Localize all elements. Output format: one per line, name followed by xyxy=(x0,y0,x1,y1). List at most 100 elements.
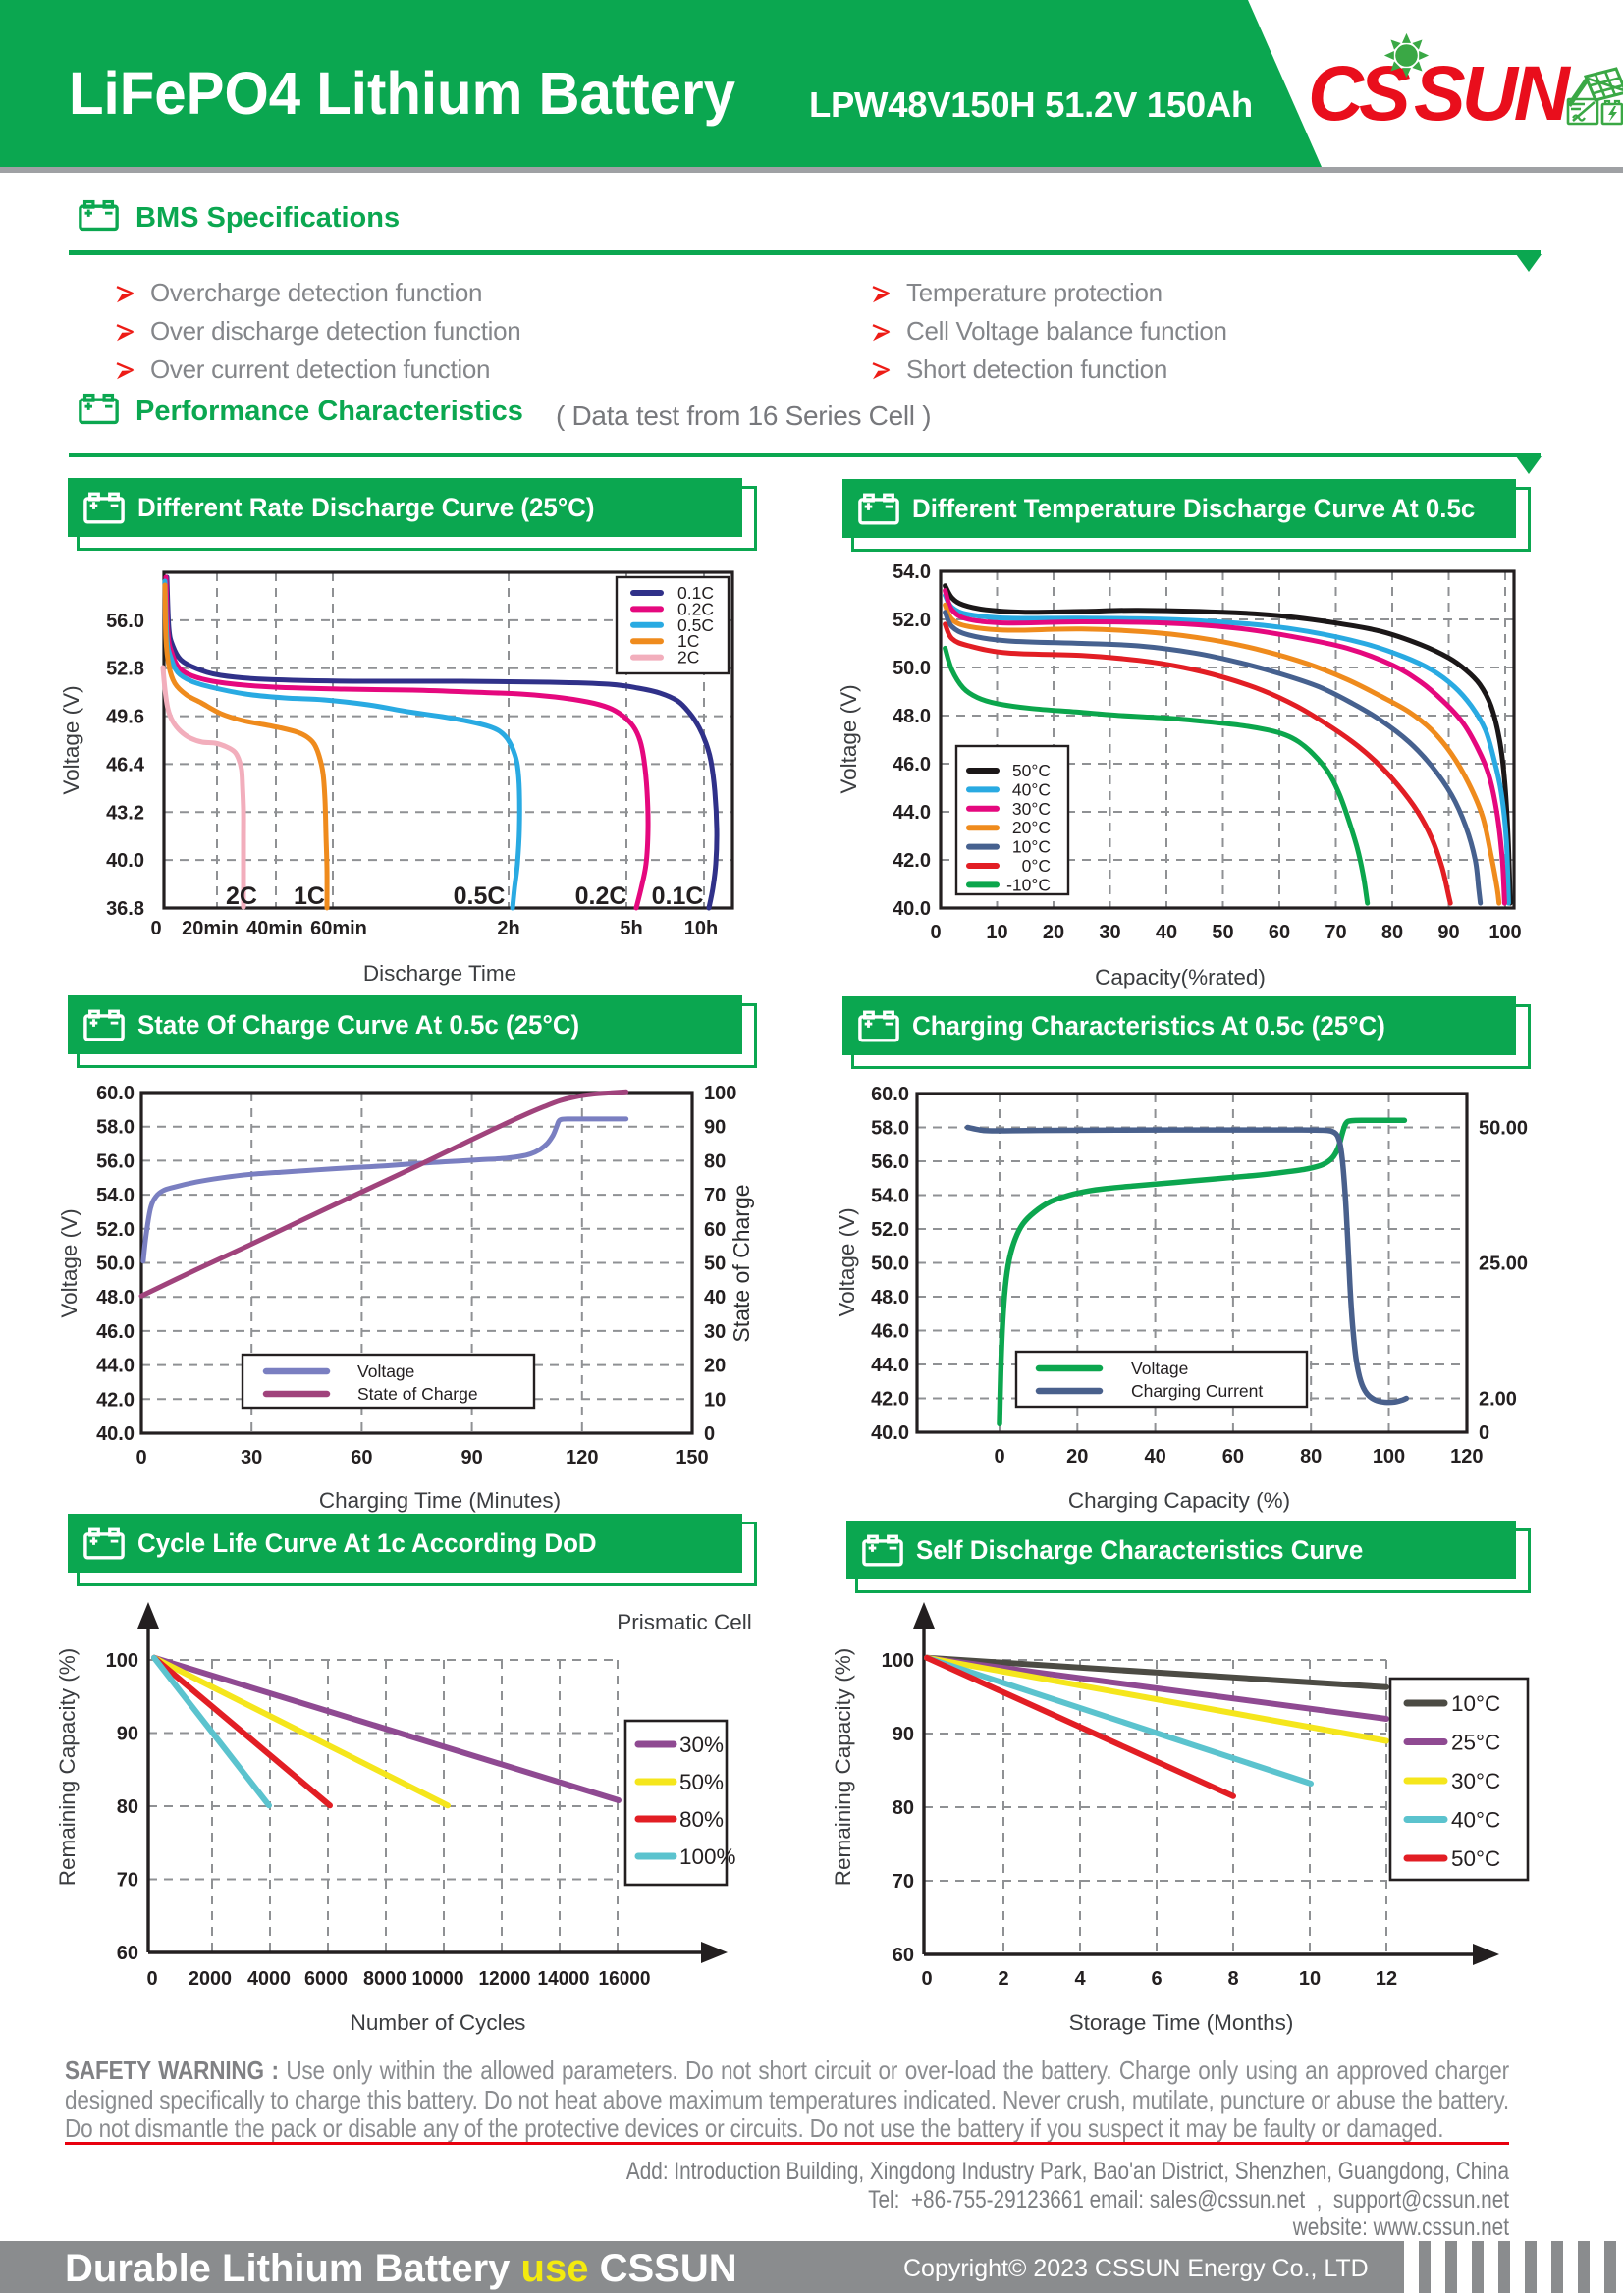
svg-text:0: 0 xyxy=(704,1423,715,1445)
svg-text:50.00: 50.00 xyxy=(1479,1118,1528,1140)
svg-text:2h: 2h xyxy=(497,918,519,939)
svg-text:30%: 30% xyxy=(679,1733,724,1757)
svg-text:10°C: 10°C xyxy=(1012,837,1051,857)
svg-text:Charging Current: Charging Current xyxy=(1131,1381,1263,1401)
svg-text:12000: 12000 xyxy=(479,1968,531,1990)
svg-text:0: 0 xyxy=(994,1446,1004,1468)
svg-text:40°C: 40°C xyxy=(1012,779,1051,799)
svg-text:100%: 100% xyxy=(679,1844,736,1869)
svg-text:30°C: 30°C xyxy=(1451,1769,1500,1793)
svg-text:60: 60 xyxy=(351,1447,372,1468)
svg-text:10000: 10000 xyxy=(412,1968,464,1990)
svg-text:40.0: 40.0 xyxy=(893,898,931,920)
svg-text:43.2: 43.2 xyxy=(106,802,144,824)
svg-text:2C: 2C xyxy=(677,648,699,667)
svg-text:2: 2 xyxy=(998,1968,1008,1990)
svg-text:10: 10 xyxy=(986,922,1007,943)
svg-text:25.00: 25.00 xyxy=(1479,1254,1528,1275)
svg-text:60: 60 xyxy=(117,1943,138,1964)
svg-text:52.0: 52.0 xyxy=(893,610,931,631)
svg-text:50%: 50% xyxy=(679,1770,724,1794)
svg-text:20min: 20min xyxy=(182,918,239,939)
svg-text:40.0: 40.0 xyxy=(106,850,144,872)
svg-text:Discharge Time: Discharge Time xyxy=(363,961,516,986)
svg-text:6000: 6000 xyxy=(304,1968,348,1990)
svg-text:48.0: 48.0 xyxy=(871,1287,909,1308)
svg-text:54.0: 54.0 xyxy=(893,561,931,583)
svg-text:20: 20 xyxy=(1043,922,1064,943)
svg-text:Number of Cycles: Number of Cycles xyxy=(351,2010,526,2035)
svg-text:54.0: 54.0 xyxy=(871,1186,909,1207)
svg-text:30: 30 xyxy=(241,1447,262,1468)
svg-text:90: 90 xyxy=(117,1724,138,1745)
svg-text:20: 20 xyxy=(1066,1446,1088,1468)
svg-text:44.0: 44.0 xyxy=(96,1356,135,1377)
svg-text:50°C: 50°C xyxy=(1012,761,1051,780)
svg-text:60: 60 xyxy=(893,1945,914,1966)
svg-text:10h: 10h xyxy=(684,918,718,939)
svg-text:90: 90 xyxy=(704,1117,726,1139)
svg-text:80: 80 xyxy=(893,1797,914,1819)
svg-text:46.4: 46.4 xyxy=(106,754,145,775)
svg-text:46.0: 46.0 xyxy=(96,1321,135,1343)
svg-text:40min: 40min xyxy=(246,918,303,939)
svg-text:100: 100 xyxy=(704,1083,736,1104)
svg-text:30: 30 xyxy=(704,1321,726,1343)
svg-text:56.0: 56.0 xyxy=(96,1150,135,1172)
svg-text:52.0: 52.0 xyxy=(871,1219,909,1241)
svg-text:40.0: 40.0 xyxy=(871,1422,909,1444)
svg-text:12: 12 xyxy=(1376,1968,1397,1990)
svg-text:70: 70 xyxy=(1325,922,1346,943)
svg-text:70: 70 xyxy=(704,1185,726,1206)
svg-text:60.0: 60.0 xyxy=(871,1084,909,1105)
svg-text:60: 60 xyxy=(704,1219,726,1241)
svg-text:1C: 1C xyxy=(677,631,699,651)
svg-text:14000: 14000 xyxy=(538,1968,590,1990)
svg-text:70: 70 xyxy=(117,1870,138,1892)
svg-text:20: 20 xyxy=(704,1356,726,1377)
svg-text:State of Charge: State of Charge xyxy=(357,1384,478,1404)
svg-text:2C: 2C xyxy=(226,882,257,910)
svg-text:44.0: 44.0 xyxy=(893,802,931,824)
svg-text:Charging Time (Minutes): Charging Time (Minutes) xyxy=(319,1488,561,1513)
svg-text:16000: 16000 xyxy=(599,1968,651,1990)
svg-text:4000: 4000 xyxy=(247,1968,291,1990)
svg-text:40.0: 40.0 xyxy=(96,1423,135,1445)
svg-text:0.1C: 0.1C xyxy=(652,882,704,910)
svg-text:10°C: 10°C xyxy=(1451,1691,1500,1716)
svg-text:42.0: 42.0 xyxy=(871,1389,909,1411)
svg-text:0.5C: 0.5C xyxy=(454,882,506,910)
svg-text:120: 120 xyxy=(566,1447,598,1468)
svg-text:80: 80 xyxy=(1381,922,1403,943)
svg-text:25°C: 25°C xyxy=(1451,1731,1500,1755)
svg-text:52.0: 52.0 xyxy=(96,1219,135,1241)
svg-text:0: 0 xyxy=(135,1447,146,1468)
svg-text:58.0: 58.0 xyxy=(871,1118,909,1140)
svg-text:0: 0 xyxy=(150,918,161,939)
svg-text:120: 120 xyxy=(1450,1446,1483,1468)
svg-text:90: 90 xyxy=(460,1447,482,1468)
svg-text:80: 80 xyxy=(1300,1446,1322,1468)
svg-text:60.0: 60.0 xyxy=(96,1083,135,1104)
svg-text:Storage Time (Months): Storage Time (Months) xyxy=(1069,2010,1294,2035)
svg-text:50.0: 50.0 xyxy=(96,1254,135,1275)
svg-text:8000: 8000 xyxy=(363,1968,406,1990)
svg-text:0°C: 0°C xyxy=(1022,856,1051,876)
svg-text:48.0: 48.0 xyxy=(96,1287,135,1308)
svg-text:50: 50 xyxy=(1212,922,1233,943)
svg-text:90: 90 xyxy=(893,1724,914,1745)
svg-text:40: 40 xyxy=(704,1287,726,1308)
svg-text:30: 30 xyxy=(1099,922,1120,943)
svg-text:-10°C: -10°C xyxy=(1006,875,1051,894)
svg-text:80%: 80% xyxy=(679,1807,724,1832)
svg-text:0: 0 xyxy=(146,1968,157,1990)
svg-text:0.1C: 0.1C xyxy=(677,583,714,603)
svg-text:10: 10 xyxy=(704,1389,726,1411)
svg-text:1C: 1C xyxy=(294,882,325,910)
svg-text:0.2C: 0.2C xyxy=(575,882,627,910)
svg-text:50°C: 50°C xyxy=(1451,1846,1500,1871)
svg-text:10: 10 xyxy=(1299,1968,1321,1990)
svg-text:0.5C: 0.5C xyxy=(677,615,714,635)
svg-text:58.0: 58.0 xyxy=(96,1117,135,1139)
svg-text:8: 8 xyxy=(1227,1968,1238,1990)
